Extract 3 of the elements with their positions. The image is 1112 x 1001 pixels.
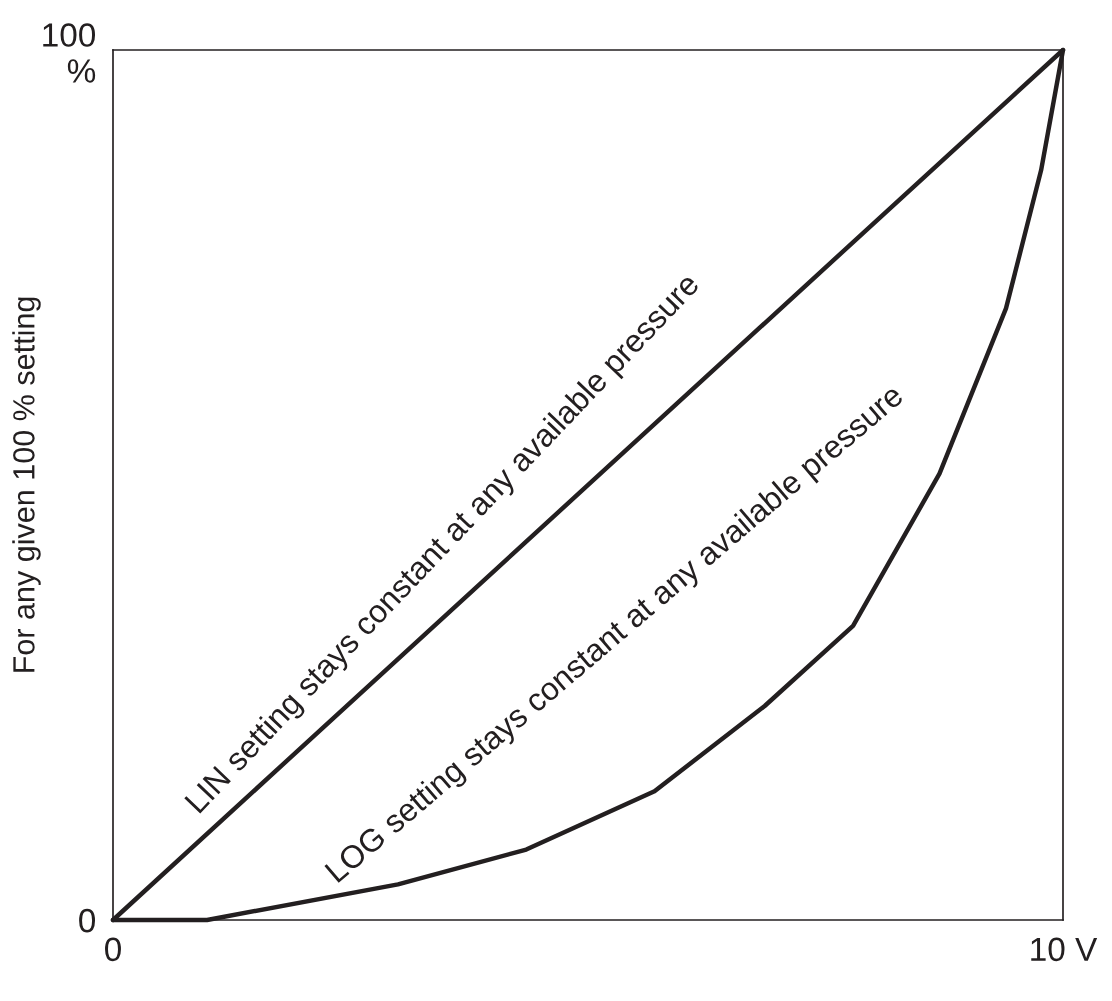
y-tick-label: 100 % [43, 23, 96, 83]
x-tick-label: 10 V [1031, 937, 1098, 962]
y-axis-title: For any given 100 % setting [12, 297, 41, 672]
